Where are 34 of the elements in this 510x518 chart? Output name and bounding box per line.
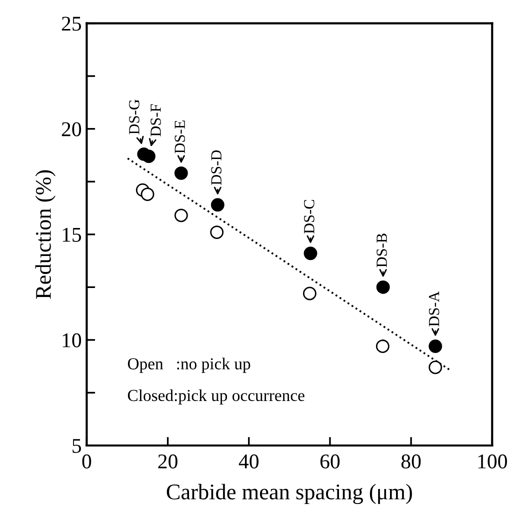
point [376,340,390,353]
y-tick-label: 25 [62,16,82,31]
x-axis-title: Carbide mean spacing (μm) [166,484,412,504]
y-axis-title: Reduction (%) [35,170,56,299]
annotation: DS-B [376,234,387,268]
point [174,208,188,222]
annotation: DS-D [211,150,222,185]
point [210,226,224,239]
y-tick-label: 5 [72,439,82,453]
y-tick-label: 15 [62,228,82,242]
annotation: DS-C [304,200,314,234]
point [140,188,154,201]
y-tick-label: 10 [62,333,82,348]
x-tick-label: 80 [401,454,421,468]
x-tick-label: 100 [478,454,507,468]
point [174,166,188,180]
x-tick-label: 60 [320,454,340,468]
point [304,246,318,260]
annotation: Open :no pick up [128,358,250,373]
y-tick-label: 20 [62,122,82,136]
point [210,198,224,212]
x-tick-label: 0 [82,454,92,468]
annotation: DS-A [428,291,440,326]
point [428,360,442,374]
annotation: DS-E [174,120,185,154]
x-tick-label: 20 [158,454,178,468]
point [302,286,316,300]
point [428,340,442,353]
annotation: DS-G [129,100,140,134]
annotation: Closed:pick up occurrence [128,389,304,404]
point [376,280,390,294]
x-tick-label: 40 [238,454,258,468]
annotation: DS-F [150,104,161,136]
point [142,150,156,163]
